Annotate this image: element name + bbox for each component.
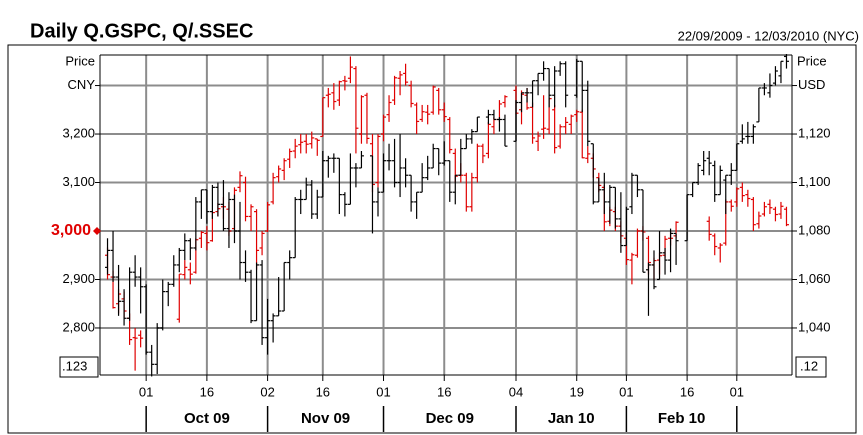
month-label: Oct 09 — [184, 410, 230, 427]
y2-tick-label: 1,120 — [798, 125, 831, 140]
y2-tick-label: 1,080 — [798, 222, 831, 237]
x-tick-label: 01 — [376, 384, 390, 399]
bars — [105, 54, 789, 377]
month-label: Nov 09 — [301, 410, 350, 427]
month-label: Feb 10 — [658, 410, 706, 427]
x-tick-label: 16 — [316, 384, 330, 399]
y2-axis-label: Price — [797, 53, 827, 68]
outer-frame — [7, 44, 857, 434]
x-tick-label: 01 — [619, 384, 633, 399]
x-tick-label: 01 — [139, 384, 153, 399]
left-box — [59, 356, 99, 378]
x-tick-label: 16 — [200, 384, 214, 399]
y-tick-marker — [93, 227, 101, 235]
month-label: Dec 09 — [426, 410, 474, 427]
y2-tick-label: USD — [798, 77, 825, 92]
right-box — [795, 356, 827, 378]
x-tick-label: 04 — [509, 384, 523, 399]
y2-tick-label: 1,100 — [798, 174, 831, 189]
x-tick-label: 01 — [730, 384, 744, 399]
left-box-label: .123 — [62, 358, 87, 373]
y-tick-label: 3,000 — [51, 222, 91, 239]
right-box-label: .12 — [800, 358, 818, 373]
y-axis-label: Price — [65, 53, 95, 68]
y2-tick-label: 1,040 — [798, 319, 831, 334]
grid — [100, 55, 792, 375]
chart-title: Daily Q.GSPC, Q/.SSEC — [30, 20, 253, 42]
y-tick-label: 3,200 — [62, 125, 95, 140]
y-tick-label: 2,900 — [62, 271, 95, 286]
y-tick-label: CNY — [68, 77, 96, 92]
y-tick-label: 2,800 — [62, 319, 95, 334]
x-tick-label: 02 — [260, 384, 274, 399]
x-tick-label: 16 — [680, 384, 694, 399]
x-tick-label: 19 — [569, 384, 583, 399]
y-tick-label: 3,100 — [62, 174, 95, 189]
x-tick-label: 16 — [437, 384, 451, 399]
chart-subtitle: 22/09/2009 - 12/03/2010 (NYC) — [678, 28, 859, 43]
month-label: Jan 10 — [548, 410, 595, 427]
y2-tick-label: 1,060 — [798, 271, 831, 286]
